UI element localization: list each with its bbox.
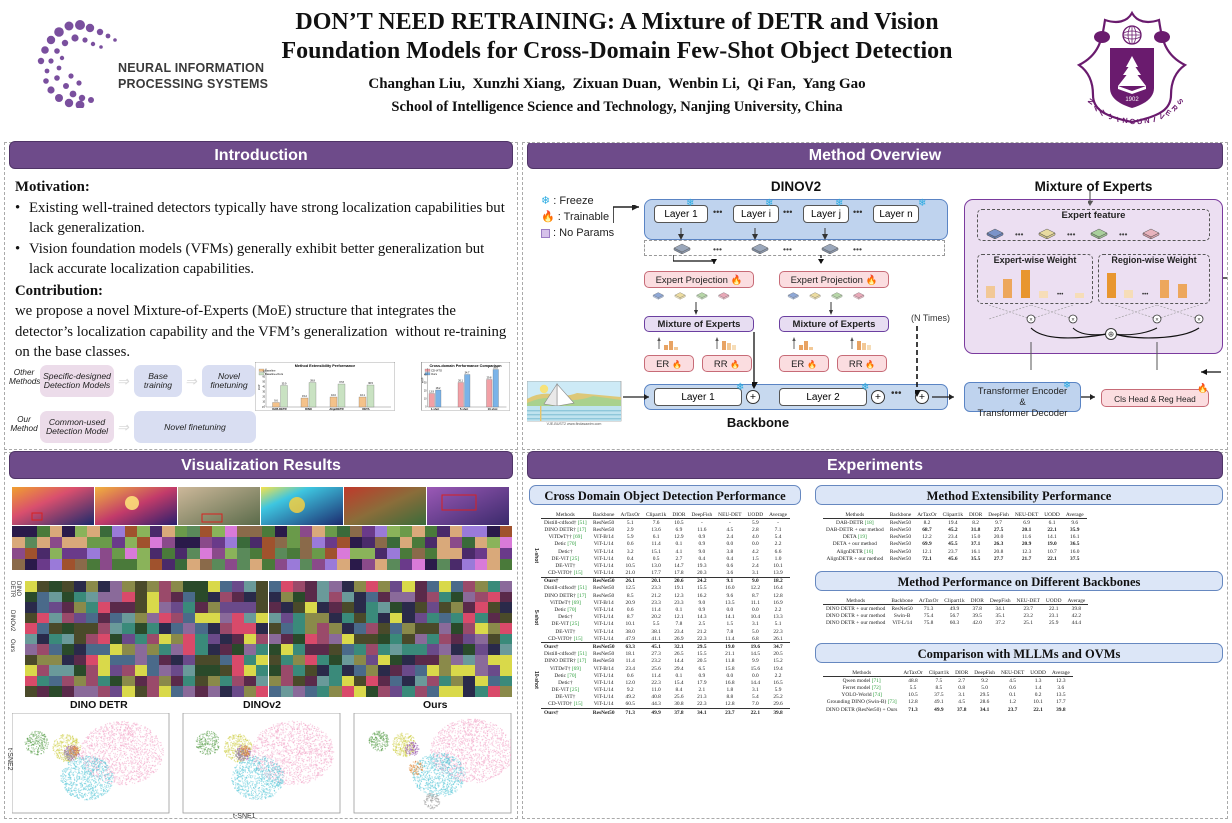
svg-text:16.0: 16.0: [331, 394, 336, 397]
svg-text:⊕: ⊕: [1108, 330, 1114, 339]
svg-text:15.2: 15.2: [302, 395, 307, 398]
svg-text:1-shot: 1-shot: [431, 407, 439, 411]
svg-text:34.7: 34.7: [465, 372, 470, 375]
svg-text:mAP: mAP: [258, 384, 261, 390]
svg-text:N: N: [1144, 116, 1150, 125]
svg-text:18.2: 18.2: [436, 387, 441, 390]
svg-text:Baseline: Baseline: [265, 368, 276, 372]
svg-text:•••: •••: [1142, 292, 1148, 298]
svg-text:13.9: 13.9: [429, 391, 434, 394]
svg-text:1902: 1902: [1125, 97, 1139, 103]
svg-text:10-shot: 10-shot: [488, 407, 498, 411]
svg-text:Ours: Ours: [431, 372, 438, 376]
svg-text:39.8: 39.8: [310, 380, 315, 383]
svg-text:AlignDETR: AlignDETR: [329, 407, 343, 411]
svg-text:39.8: 39.8: [493, 367, 498, 370]
svg-text:35.9: 35.9: [282, 383, 287, 386]
svg-text:26.1: 26.1: [458, 380, 463, 383]
svg-text:DAB-DETR: DAB-DETR: [272, 407, 286, 411]
svg-text:VJE-BUST2 www.findasawim.com: VJE-BUST2 www.findasawim.com: [547, 422, 602, 426]
svg-text:9.6: 9.6: [274, 400, 278, 403]
svg-text:DETA: DETA: [362, 407, 369, 411]
svg-text:29.8: 29.8: [487, 377, 492, 380]
svg-text:37.8: 37.8: [339, 381, 344, 384]
svg-text:N: N: [1122, 116, 1128, 125]
svg-text:Cross-domain Performance Compa: Cross-domain Performance Comparison: [429, 364, 502, 368]
svg-text:5-shot: 5-shot: [460, 407, 468, 411]
svg-text:•••: •••: [1057, 292, 1063, 298]
svg-text:Baseline+Ours: Baseline+Ours: [265, 372, 284, 376]
svg-text:36.5: 36.5: [368, 382, 373, 385]
svg-text:CD-ViTO: CD-ViTO: [431, 368, 442, 372]
svg-text:G: G: [1129, 117, 1136, 125]
svg-text:I: I: [1153, 115, 1156, 124]
svg-text:DINO: DINO: [305, 407, 313, 411]
svg-text:16.1: 16.1: [360, 394, 365, 397]
svg-text:Method Extensibility Performan: Method Extensibility Performance: [295, 364, 355, 368]
